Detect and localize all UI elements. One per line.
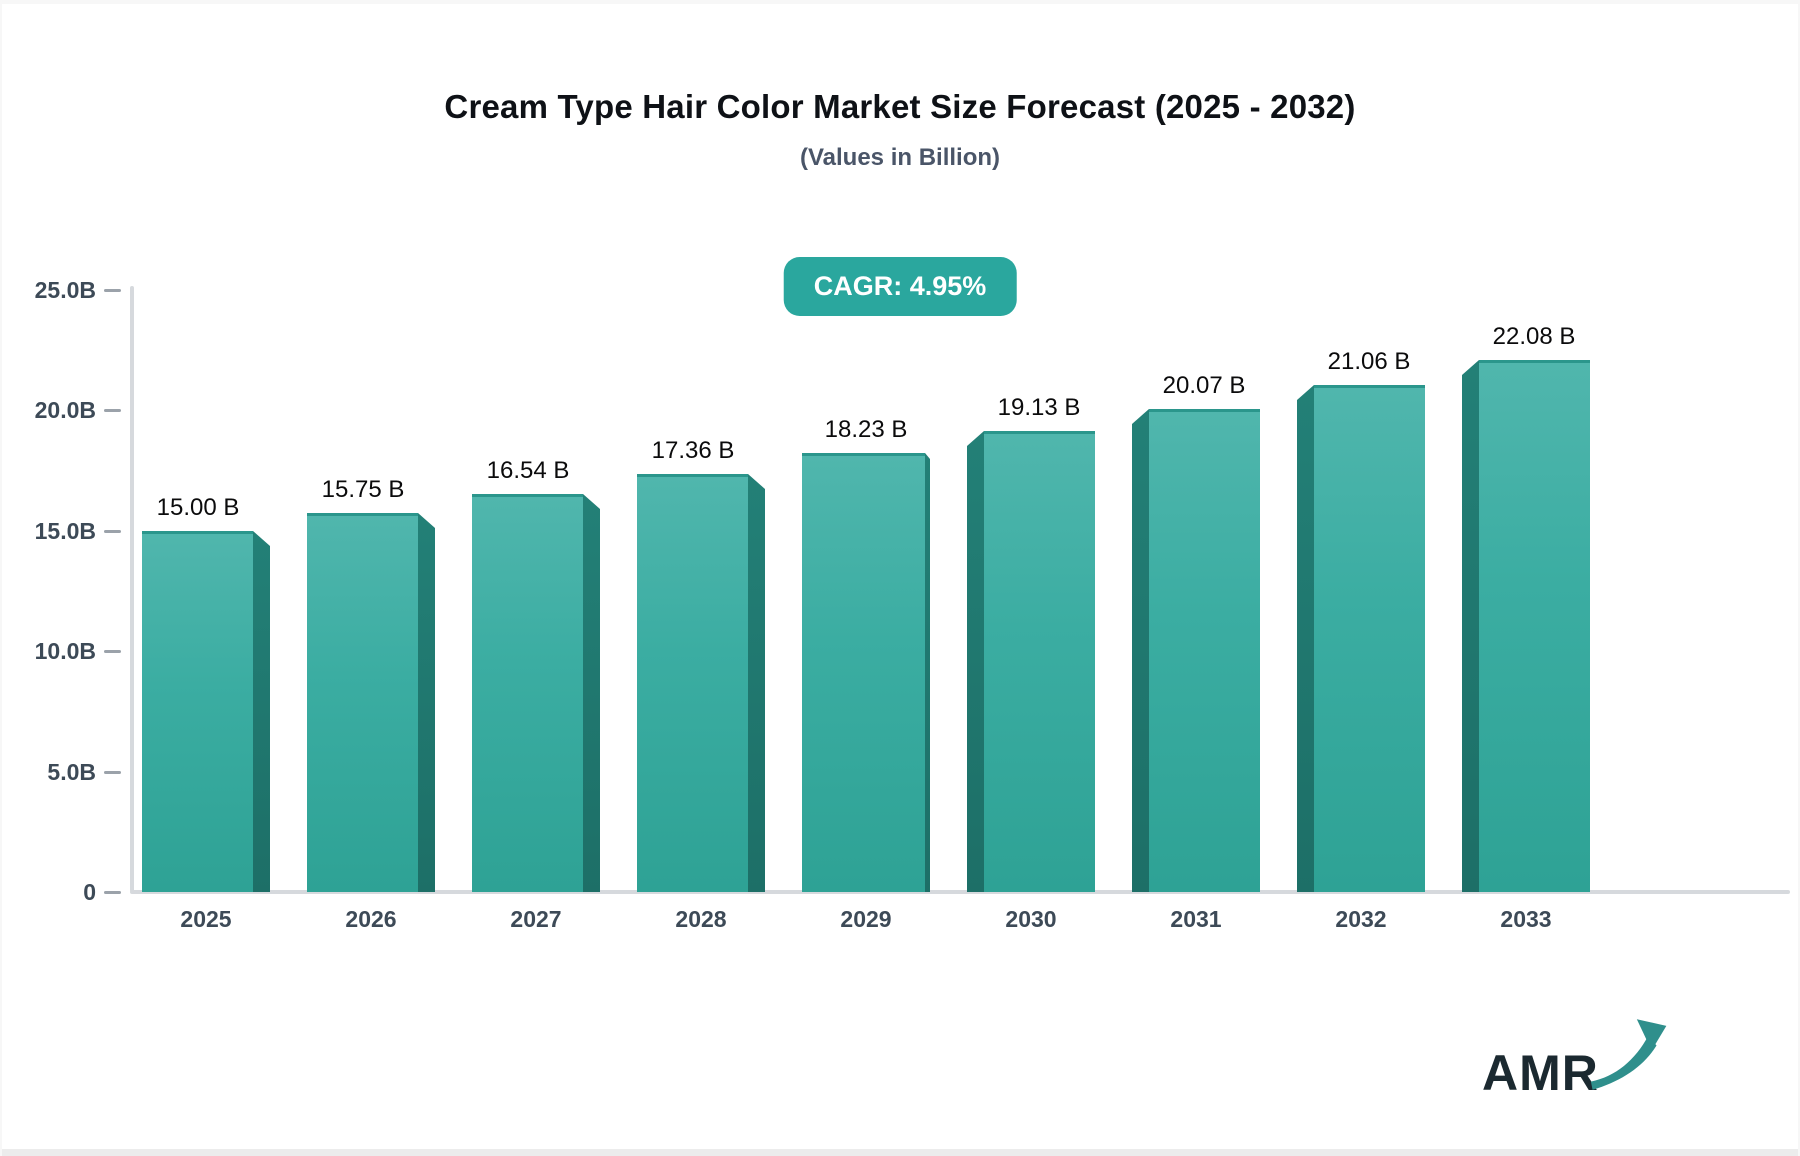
amr-logo: AMR xyxy=(1482,1019,1682,1104)
y-axis-tick-label: 15.0B xyxy=(34,517,96,544)
bar-value-label: 18.23 B xyxy=(824,416,908,443)
y-axis-tick-label: 20.0B xyxy=(34,397,96,424)
bar-2031: 20.07 B xyxy=(1132,372,1260,892)
bar-face xyxy=(142,531,253,892)
bar-value-label: 17.36 B xyxy=(651,437,735,464)
y-axis-tick-label: 25.0B xyxy=(34,277,96,303)
y-axis-tick-mark xyxy=(104,770,121,774)
bars-area: 15.00 B 15.75 B 16.54 B 17.36 B 18.23 B 19.13… xyxy=(142,290,1590,892)
bar-face xyxy=(637,474,748,892)
bar-3d-side xyxy=(253,531,270,892)
chart-header: Cream Type Hair Color Market Size Foreca… xyxy=(2,88,1798,172)
bar-value-label: 22.08 B xyxy=(1492,323,1576,350)
bar-face xyxy=(1479,360,1590,892)
bar-2030: 19.13 B xyxy=(967,394,1095,892)
bar-face xyxy=(307,513,418,892)
y-axis-tick-mark xyxy=(104,289,121,292)
page-bottom-border xyxy=(2,1149,1798,1156)
bar-2027: 16.54 B xyxy=(472,457,600,892)
bar-face xyxy=(1149,409,1260,892)
bar-value-label: 15.00 B xyxy=(156,494,240,521)
y-axis-tick-label: 5.0B xyxy=(47,758,96,785)
x-axis-label-2030: 2030 xyxy=(1005,906,1057,932)
y-axis-tick-label: 0 xyxy=(83,879,96,905)
chart-title: Cream Type Hair Color Market Size Foreca… xyxy=(444,88,1356,125)
bar-2026: 15.75 B xyxy=(307,476,435,892)
bar-value-label: 19.13 B xyxy=(997,394,1081,421)
bar-2032: 21.06 B xyxy=(1297,348,1425,892)
y-axis-tick-mark xyxy=(104,891,121,894)
x-axis-label-2027: 2027 xyxy=(510,906,562,932)
bar-3d-side xyxy=(748,474,765,892)
bar-3d-side xyxy=(967,431,984,892)
bar-face xyxy=(472,494,583,892)
x-axis-label-2025: 2025 xyxy=(180,906,232,932)
x-axis-label-2033: 2033 xyxy=(1500,906,1552,932)
x-axis-label-2029: 2029 xyxy=(840,906,892,932)
x-axis-line xyxy=(130,890,1790,894)
bar-2025: 15.00 B xyxy=(142,494,270,892)
bar-face xyxy=(1314,385,1425,892)
bar-value-label: 15.75 B xyxy=(321,476,405,503)
x-axis-label-2028: 2028 xyxy=(675,906,727,932)
bar-value-label: 16.54 B xyxy=(486,457,570,484)
bar-3d-side xyxy=(1462,360,1479,892)
cagr-badge: CAGR: 4.95% xyxy=(783,257,1017,316)
x-axis-labels: 2025 2026 2027 2028 2029 2030 2031 2032 2033 xyxy=(142,906,1590,933)
bar-value-label: 20.07 B xyxy=(1162,372,1246,399)
bar-2029: 18.23 B xyxy=(802,416,930,892)
bar-3d-side xyxy=(418,513,435,892)
bar-value-label: 21.06 B xyxy=(1327,348,1411,375)
y-axis-line xyxy=(130,286,134,892)
bar-2033: 22.08 B xyxy=(1462,323,1590,892)
bar-face xyxy=(984,431,1095,892)
y-axis-tick-mark xyxy=(104,650,121,654)
bar-face xyxy=(802,453,925,892)
x-axis-label-2026: 2026 xyxy=(345,906,397,932)
trend-up-arrow-icon xyxy=(1590,1019,1667,1090)
x-axis-label-2031: 2031 xyxy=(1170,906,1222,932)
bar-3d-side xyxy=(1132,409,1149,892)
bar-2028: 17.36 B xyxy=(637,437,765,892)
bar-3d-side xyxy=(925,453,930,892)
chart-subtitle: (Values in Billion) xyxy=(799,144,1001,171)
y-axis-tick-mark xyxy=(104,529,121,533)
y-axis-tick-label: 10.0B xyxy=(34,638,96,665)
amr-logo-text: AMR xyxy=(1482,1045,1599,1101)
bar-3d-side xyxy=(583,494,600,892)
y-axis-tick-mark xyxy=(104,409,121,413)
x-axis-label-2032: 2032 xyxy=(1335,906,1387,932)
bar-3d-side xyxy=(1297,385,1314,892)
